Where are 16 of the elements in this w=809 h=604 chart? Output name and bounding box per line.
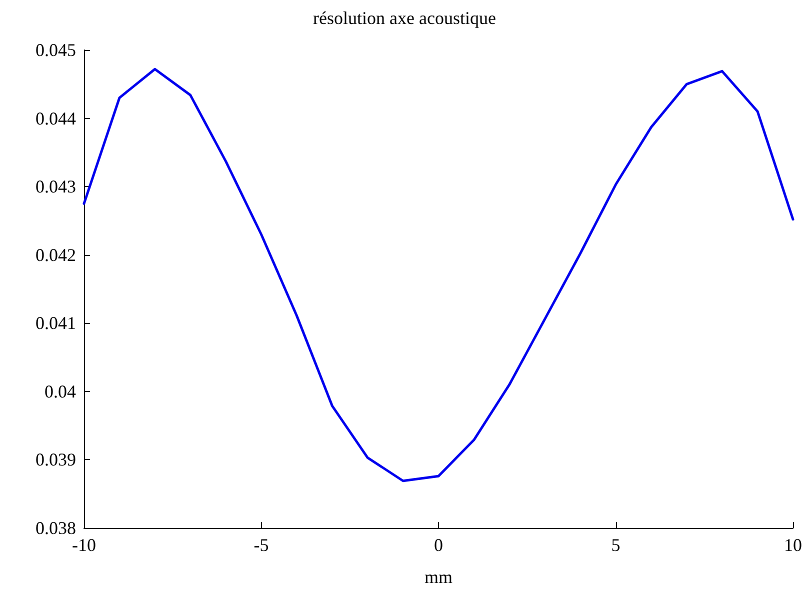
x-axis-title: mm (424, 567, 453, 587)
x-tick-label: 5 (611, 535, 620, 555)
line-series (82, 68, 794, 482)
chart-title: résolution axe acoustique (313, 8, 496, 28)
x-tick-label: -10 (72, 535, 96, 555)
y-tick-label: 0.038 (36, 518, 76, 538)
x-tick-label: -5 (254, 535, 269, 555)
y-tick-label: 0.044 (36, 108, 76, 128)
y-tick-label: 0.04 (44, 381, 76, 402)
y-tick-label: 0.043 (36, 176, 76, 197)
x-tick-label: 0 (434, 535, 443, 555)
x-tick-label: 10 (784, 535, 802, 555)
y-tick-label: 0.039 (36, 450, 76, 470)
y-tick-label: 0.045 (36, 40, 76, 60)
y-tick-label: 0.042 (36, 244, 76, 265)
y-tick-label: 0.041 (36, 313, 76, 334)
